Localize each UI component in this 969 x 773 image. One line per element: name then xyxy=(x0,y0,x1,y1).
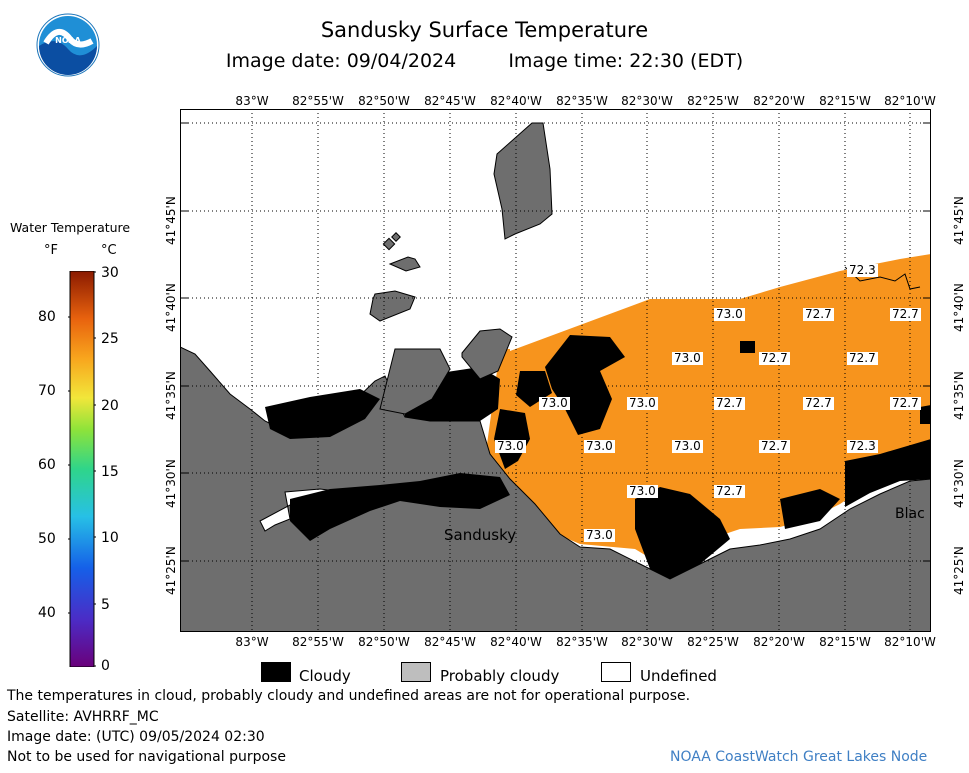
f-tick: 70 xyxy=(38,383,56,399)
temp-label: 73.0 xyxy=(539,396,570,410)
lon-label-bottom: 82°15'W xyxy=(819,635,871,649)
temp-label: 72.3 xyxy=(847,263,878,277)
lon-label-bottom: 82°30'W xyxy=(621,635,673,649)
temp-label: 72.7 xyxy=(890,396,921,410)
lat-label-right: 41°40'N xyxy=(952,283,966,332)
lon-label-top: 82°40'W xyxy=(490,94,542,108)
lat-label-left: 41°40'N xyxy=(164,283,178,332)
noaa-logo: NOAA xyxy=(36,13,100,77)
legend-unit-c: °C xyxy=(101,243,117,258)
key-undefined-label: Undefined xyxy=(640,667,717,685)
temp-label: 72.7 xyxy=(759,439,790,453)
satellite-text: Satellite: AVHRRF_MC xyxy=(7,709,159,725)
temp-label: 72.7 xyxy=(714,484,745,498)
c-tick: 10 xyxy=(101,530,119,546)
c-tick: 5 xyxy=(101,597,110,613)
lon-label-bottom: 82°35'W xyxy=(556,635,608,649)
image-date: Image date: 09/04/2024 xyxy=(225,50,457,72)
temp-label: 73.0 xyxy=(714,307,745,321)
temp-label: 73.0 xyxy=(584,528,615,542)
lon-label-top: 82°50'W xyxy=(358,94,410,108)
lon-label-bottom: 82°25'W xyxy=(687,635,739,649)
lon-label-top: 82°20'W xyxy=(753,94,805,108)
water-temperature-area xyxy=(485,254,931,564)
legend-title: Water Temperature xyxy=(10,220,131,235)
c-tick: 20 xyxy=(101,398,119,414)
temp-label: 72.3 xyxy=(847,439,878,453)
lat-label-left: 41°30'N xyxy=(164,459,178,508)
f-tick: 80 xyxy=(38,309,56,325)
f-tick: 50 xyxy=(38,531,56,547)
lon-label-top: 82°10'W xyxy=(884,94,936,108)
place-label-sandusky: Sandusky xyxy=(444,526,517,544)
key-undefined-swatch xyxy=(601,662,631,682)
lon-label-top: 82°45'W xyxy=(424,94,476,108)
lon-label-bottom: 82°20'W xyxy=(753,635,805,649)
temp-label: 73.0 xyxy=(584,439,615,453)
credit-link[interactable]: NOAA CoastWatch Great Lakes Node xyxy=(670,749,928,765)
lat-label-left: 41°45'N xyxy=(164,196,178,245)
lon-label-top: 82°30'W xyxy=(621,94,673,108)
navigation-warning: Not to be used for navigational purpose xyxy=(7,749,286,765)
lat-label-right: 41°45'N xyxy=(952,196,966,245)
lon-label-top: 83°W xyxy=(235,94,269,108)
temp-label: 73.0 xyxy=(495,439,526,453)
temp-label: 72.7 xyxy=(803,307,834,321)
key-probably-cloudy-swatch xyxy=(401,662,431,682)
lat-label-left: 41°35'N xyxy=(164,371,178,420)
lon-label-top: 82°15'W xyxy=(819,94,871,108)
lon-label-bottom: 82°10'W xyxy=(884,635,936,649)
temp-label: 72.7 xyxy=(847,351,878,365)
key-cloudy-label: Cloudy xyxy=(299,667,351,685)
frame-ticks xyxy=(180,122,931,562)
c-tick: 25 xyxy=(101,331,119,347)
temp-label: 73.0 xyxy=(627,396,658,410)
lon-label-top: 82°55'W xyxy=(292,94,344,108)
lat-label-left: 41°25'N xyxy=(164,546,178,595)
f-tick: 60 xyxy=(38,457,56,473)
temperature-map[interactable] xyxy=(180,109,931,632)
c-tick: 0 xyxy=(101,658,110,674)
lon-label-bottom: 82°45'W xyxy=(424,635,476,649)
key-cloudy-swatch xyxy=(261,662,291,682)
disclaimer-text: The temperatures in cloud, probably clou… xyxy=(7,688,691,704)
temp-label: 72.7 xyxy=(890,307,921,321)
lon-label-bottom: 82°50'W xyxy=(358,635,410,649)
lat-label-right: 41°30'N xyxy=(952,459,966,508)
legend-unit-f: °F xyxy=(44,243,58,258)
lon-label-bottom: 82°40'W xyxy=(490,635,542,649)
temp-label: 72.7 xyxy=(714,396,745,410)
key-probably-cloudy-label: Probably cloudy xyxy=(440,667,560,685)
logo-text: NOAA xyxy=(55,36,81,45)
place-label-black: Blac xyxy=(895,506,925,522)
image-datetime: Image date: 09/04/2024 Image time: 22:30… xyxy=(0,50,969,72)
c-tick: 30 xyxy=(101,265,119,281)
utc-date-text: Image date: (UTC) 09/05/2024 02:30 xyxy=(7,729,265,745)
temperature-colorbar xyxy=(68,271,96,667)
page-title: Sandusky Surface Temperature xyxy=(320,18,649,42)
temp-label: 73.0 xyxy=(672,439,703,453)
lat-label-right: 41°35'N xyxy=(952,371,966,420)
lon-label-top: 82°35'W xyxy=(556,94,608,108)
temp-label: 72.7 xyxy=(759,351,790,365)
c-tick: 15 xyxy=(101,464,119,480)
temp-label: 73.0 xyxy=(627,484,658,498)
temp-label: 72.7 xyxy=(803,396,834,410)
image-time: Image time: 22:30 (EDT) xyxy=(508,50,744,72)
temp-label: 73.0 xyxy=(672,351,703,365)
f-tick: 40 xyxy=(38,605,56,621)
lon-label-bottom: 82°55'W xyxy=(292,635,344,649)
lon-label-top: 82°25'W xyxy=(687,94,739,108)
lon-label-bottom: 83°W xyxy=(235,635,269,649)
lat-label-right: 41°25'N xyxy=(952,546,966,595)
